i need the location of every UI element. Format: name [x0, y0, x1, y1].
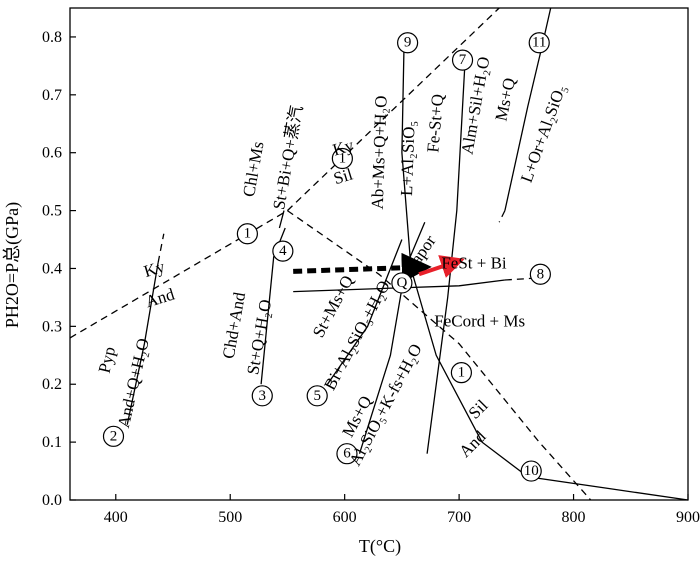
reaction-node-circle — [397, 32, 419, 54]
series-line-reaction-5 — [326, 239, 403, 385]
reaction-node-circle — [450, 362, 472, 384]
y-tick-label: 0.0 — [42, 492, 62, 509]
reaction-node-circle — [528, 32, 550, 54]
series-line-reaction-11-ext — [498, 210, 506, 223]
x-tick-label: 800 — [562, 509, 586, 526]
annotation-label: Pyp — [95, 345, 119, 375]
reaction-node-circle — [331, 147, 353, 170]
reaction-node: 5 — [306, 385, 328, 407]
reaction-node-label: 7 — [459, 52, 467, 68]
annotation-label: And — [455, 427, 489, 461]
plot-border — [69, 7, 689, 501]
reaction-node-circle — [520, 460, 542, 482]
annotation-label: Ms+Q — [491, 76, 519, 123]
reaction-node: 11 — [528, 32, 550, 54]
series-line-reaction-8 — [293, 279, 505, 293]
series-line-reaction-6 — [358, 221, 426, 454]
reaction-node: 2 — [102, 425, 125, 447]
annotation-label: And — [143, 284, 177, 311]
y-tick-label: 0.1 — [42, 434, 62, 451]
reaction-node-label: 1 — [339, 150, 347, 166]
x-axis-title: T(°C) — [359, 536, 401, 557]
reaction-node: 1 — [236, 223, 258, 245]
annotation-label: Sil — [331, 164, 355, 188]
reaction-node: Q — [391, 272, 413, 294]
annotation-label: FeSt + Bi — [441, 253, 507, 272]
reaction-node: 8 — [529, 263, 551, 285]
reaction-node-label: 8 — [537, 266, 545, 282]
reaction-node-circle — [251, 385, 273, 407]
series-line-reaction-9-10 — [401, 36, 689, 501]
reaction-node-circle — [336, 443, 358, 465]
reaction-node: 4 — [272, 240, 294, 262]
reaction-node: 6 — [336, 443, 358, 465]
plot-frame — [69, 7, 689, 501]
reaction-node: 7 — [451, 49, 474, 71]
x-tick-label: 400 — [104, 509, 128, 526]
y-tick-label: 0.5 — [42, 203, 62, 220]
reaction-node-label: Q — [396, 275, 407, 291]
x-tick-label: 500 — [218, 509, 242, 526]
annotation-label: St+Q+H₂O — [243, 298, 275, 376]
annotation-label: Chl+Ms — [239, 140, 267, 198]
reaction-node-label: 6 — [343, 446, 351, 462]
annotation-label: Ky — [141, 257, 167, 281]
y-tick-label: 0.3 — [42, 318, 62, 335]
y-tick-label: 0.7 — [42, 87, 62, 104]
annotation-label: Ab+Ms+Q+H₂O — [368, 95, 391, 210]
x-tick-label: 700 — [447, 509, 471, 526]
reaction-node-label: 1 — [458, 365, 466, 381]
reaction-node-label: 5 — [313, 388, 321, 404]
annotation-label: Fe-St+Q — [423, 93, 447, 153]
tick-layer: 400 500 600 700 800 900 0.0 0.1 0.2 0.3 0.4 0.5 0.6 0… — [42, 29, 700, 526]
annotation-label: Sil — [465, 396, 492, 423]
reaction-node-label: 2 — [110, 428, 118, 444]
x-tick-label: 600 — [333, 509, 357, 526]
annotation-label: L+Or+Al₂SiO₅ — [517, 82, 570, 185]
x-tick-label: 900 — [676, 509, 700, 526]
arrow-layer — [293, 252, 465, 283]
reaction-node-circle — [306, 385, 328, 407]
reaction-node: 10 — [520, 460, 542, 482]
series-line-reaction-2 — [126, 262, 159, 425]
reaction-node-label: 10 — [524, 463, 539, 479]
reaction-node-label: 3 — [259, 388, 267, 404]
annotation-label: And+Q+H₂O — [114, 336, 153, 429]
series-line-reaction-7 — [426, 65, 466, 454]
annotation-label: L+Al₂SiO₅ — [397, 120, 419, 196]
process-arrow — [293, 252, 432, 283]
annotation-label: St+Bi+Q+蒸汽 — [269, 104, 306, 211]
reaction-node-circle — [272, 240, 294, 262]
reaction-node: 3 — [251, 385, 273, 407]
series-line-reaction-4 — [278, 210, 285, 229]
annotation-layer: KyAndKySilSilAndPypAnd+Q+H₂OChd+AndSt+Q+… — [95, 55, 570, 469]
reaction-node: 9 — [397, 32, 419, 54]
reaction-node-label: 4 — [279, 243, 287, 259]
reaction-node-label: 1 — [244, 226, 252, 242]
annotation-label: FeCord + Ms — [434, 311, 525, 330]
series-line-reaction-2-ext — [157, 233, 165, 263]
series-line-reaction-11 — [504, 7, 552, 211]
reaction-node-label: 11 — [532, 35, 546, 51]
y-axis-title: PH2O=P总(GPa) — [2, 202, 23, 328]
reaction-node-circle — [391, 272, 413, 294]
reaction-node: 1 — [450, 362, 472, 384]
reaction-node-circle — [236, 223, 258, 245]
reaction-node-label: 9 — [404, 35, 412, 51]
y-tick-label: 0.2 — [42, 376, 62, 393]
annotation-label: Chd+And — [219, 290, 249, 360]
y-tick-label: 0.8 — [42, 29, 62, 46]
series-line-sil-and — [287, 210, 592, 501]
y-tick-label: 0.4 — [42, 260, 62, 277]
y-tick-label: 0.6 — [42, 145, 62, 162]
reaction-node-circle — [451, 49, 474, 71]
series-line-ky-sil — [286, 7, 500, 212]
process-arrow — [418, 255, 465, 278]
reaction-node-circle — [102, 425, 125, 447]
reaction-node-circle — [529, 263, 551, 285]
reaction-node: 1 — [331, 147, 353, 170]
